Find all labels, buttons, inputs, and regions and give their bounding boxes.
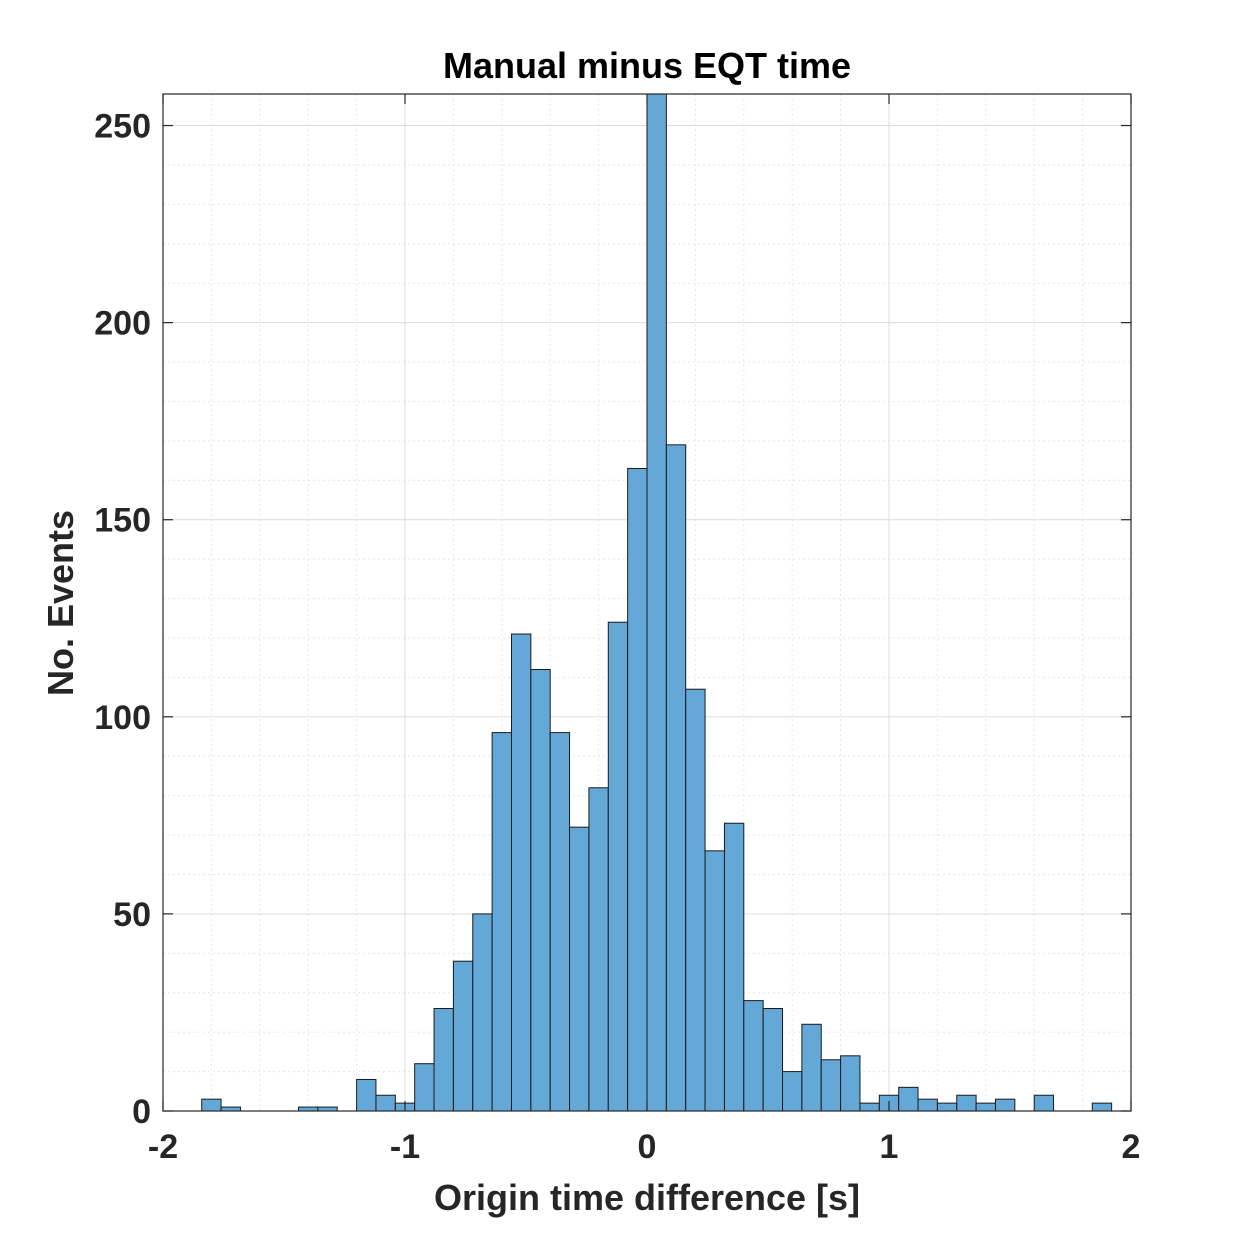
chart-title: Manual minus EQT time — [443, 45, 851, 86]
x-tick-label: -1 — [390, 1128, 420, 1166]
histogram-bar — [375, 1094, 396, 1112]
histogram-bar — [994, 1098, 1016, 1112]
y-tick-label: 0 — [132, 1093, 151, 1131]
histogram-bar — [762, 1008, 784, 1112]
y-tick-label: 50 — [113, 896, 151, 934]
histogram-bar — [743, 1000, 764, 1112]
y-axis-label: No. Events — [40, 510, 81, 696]
histogram-bar — [472, 913, 493, 1112]
histogram-bar — [840, 1055, 861, 1112]
histogram-bar — [917, 1098, 938, 1112]
histogram-bar — [704, 850, 725, 1112]
histogram-bar — [956, 1094, 977, 1112]
histogram-bar — [1033, 1094, 1055, 1112]
y-tick-label: 200 — [94, 305, 151, 343]
x-tick-label: -2 — [148, 1128, 178, 1166]
histogram-bar — [530, 669, 551, 1112]
x-tick-label: 2 — [1122, 1128, 1141, 1166]
histogram-bar — [510, 633, 532, 1112]
histogram-bar — [414, 1063, 435, 1112]
histogram-bar — [820, 1059, 842, 1112]
histogram-bar — [1091, 1102, 1113, 1112]
histogram-bars — [201, 93, 1113, 1112]
histogram-bar — [588, 787, 609, 1112]
histogram-bar — [801, 1023, 822, 1112]
histogram-bar — [646, 93, 667, 1112]
y-tick-label: 100 — [94, 699, 151, 737]
histogram-bar — [627, 467, 648, 1112]
histogram-bar — [549, 732, 571, 1112]
x-tick-label: 0 — [638, 1128, 657, 1166]
histogram-bar — [665, 444, 687, 1112]
histogram-bar — [782, 1071, 803, 1112]
histogram-bar — [356, 1078, 377, 1112]
y-tick-label: 150 — [94, 502, 151, 540]
histogram-bar — [723, 822, 745, 1112]
histogram-bar — [975, 1102, 996, 1112]
x-axis-label: Origin time difference [s] — [434, 1177, 860, 1218]
histogram-bar — [685, 688, 706, 1112]
y-tick-label: 250 — [94, 108, 151, 146]
histogram-bar — [433, 1008, 454, 1112]
axes — [162, 93, 1132, 1112]
histogram-bar — [859, 1102, 880, 1112]
x-tick-label: 1 — [880, 1128, 899, 1166]
histogram-bar — [569, 826, 590, 1112]
histogram-bar — [491, 732, 512, 1112]
histogram-bar — [452, 960, 474, 1112]
histogram-bar — [607, 621, 629, 1112]
histogram-bar — [936, 1102, 958, 1112]
tick-labels: -2 -1 0 1 2 0 50 100 150 200 250 — [94, 108, 1140, 1166]
histogram-bar — [898, 1086, 919, 1112]
histogram-bar — [201, 1098, 222, 1112]
